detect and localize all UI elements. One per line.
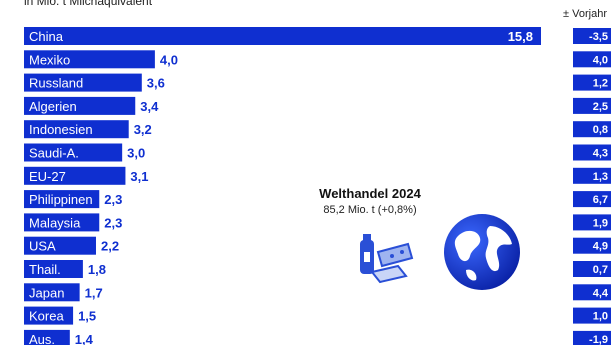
category-label-13: Aus.: [29, 332, 55, 345]
value-label-2: 3,6: [147, 76, 165, 91]
value-label-10: 1,8: [88, 262, 106, 277]
change-box-8: [573, 214, 611, 231]
change-box-4: [573, 121, 611, 138]
bar-6: [24, 166, 126, 185]
value-label-13: 1,4: [75, 332, 94, 345]
change-box-13: [573, 330, 611, 345]
change-column-header: ± Vorjahr: [563, 8, 607, 20]
change-box-1: [573, 51, 611, 68]
value-label-6: 3,1: [130, 169, 148, 184]
change-label-8: 1,9: [593, 217, 608, 229]
value-label-3: 3,4: [140, 99, 159, 114]
change-label-4: 0,8: [593, 124, 608, 136]
change-box-10: [573, 261, 611, 277]
value-label-1: 4,0: [160, 52, 178, 67]
bar-13: [24, 329, 70, 345]
category-label-12: Korea: [29, 309, 64, 324]
change-label-5: 4,3: [593, 148, 608, 160]
value-label-11: 1,7: [85, 285, 103, 300]
category-label-6: EU-27: [29, 169, 66, 184]
change-box-2: [573, 74, 611, 91]
change-label-9: 4,9: [593, 241, 608, 253]
change-box-5: [573, 144, 611, 161]
value-label-9: 2,2: [101, 239, 119, 254]
bar-7: [24, 190, 100, 209]
dairy-products-icon: [360, 234, 414, 284]
bar-1: [24, 50, 155, 69]
world-trade-value: 85,2 Mio. t (+0,8%): [323, 204, 417, 216]
change-label-0: -3,5: [589, 31, 608, 43]
bar-0: [24, 27, 541, 45]
value-label-5: 3,0: [127, 146, 145, 161]
change-box-6: [573, 167, 611, 184]
change-label-6: 1,3: [593, 171, 608, 183]
category-label-4: Indonesien: [29, 122, 93, 137]
bar-12: [24, 306, 74, 325]
change-box-12: [573, 307, 611, 324]
category-label-8: Malaysia: [29, 215, 81, 230]
category-label-5: Saudi-A.: [29, 146, 79, 161]
change-box-7: [573, 191, 611, 208]
bar-5: [24, 143, 123, 162]
bar-11: [24, 283, 80, 302]
value-label-7: 2,3: [104, 192, 122, 207]
value-label-12: 1,5: [78, 309, 96, 324]
change-box-3: [573, 97, 611, 114]
change-label-3: 2,5: [593, 101, 608, 113]
change-label-10: 0,7: [593, 264, 608, 276]
globe-icon: [444, 214, 520, 290]
bar-4: [24, 120, 129, 139]
change-label-12: 1,0: [593, 311, 608, 323]
value-label-4: 3,2: [134, 122, 152, 137]
bar-9: [24, 236, 96, 255]
change-label-13: -1,9: [589, 334, 608, 345]
category-label-3: Algerien: [29, 99, 77, 114]
change-box-9: [573, 237, 611, 254]
change-box-0: [573, 28, 611, 44]
bar-10: [24, 260, 83, 278]
world-trade-summary: Welthandel 2024 85,2 Mio. t (+0,8%): [300, 186, 440, 216]
change-label-2: 1,2: [593, 78, 608, 90]
change-label-1: 4,0: [593, 54, 608, 66]
category-label-11: Japan: [29, 285, 64, 300]
category-label-0: China: [29, 29, 64, 44]
change-box-11: [573, 284, 611, 301]
category-label-1: Mexiko: [29, 52, 70, 67]
category-label-7: Philippinen: [29, 192, 93, 207]
category-label-2: Russland: [29, 76, 83, 91]
world-trade-title: Welthandel 2024: [319, 186, 421, 201]
bar-3: [24, 96, 136, 115]
category-label-9: USA: [29, 239, 56, 254]
chart-subtitle: in Mio. t Milchäquivalent: [24, 0, 153, 8]
value-label-0: 15,8: [508, 29, 533, 44]
bar-8: [24, 213, 100, 232]
category-label-10: Thail.: [29, 262, 61, 277]
change-label-7: 6,7: [593, 194, 608, 206]
change-label-11: 4,4: [593, 287, 609, 299]
bar-2: [24, 73, 142, 92]
value-label-8: 2,3: [104, 215, 122, 230]
